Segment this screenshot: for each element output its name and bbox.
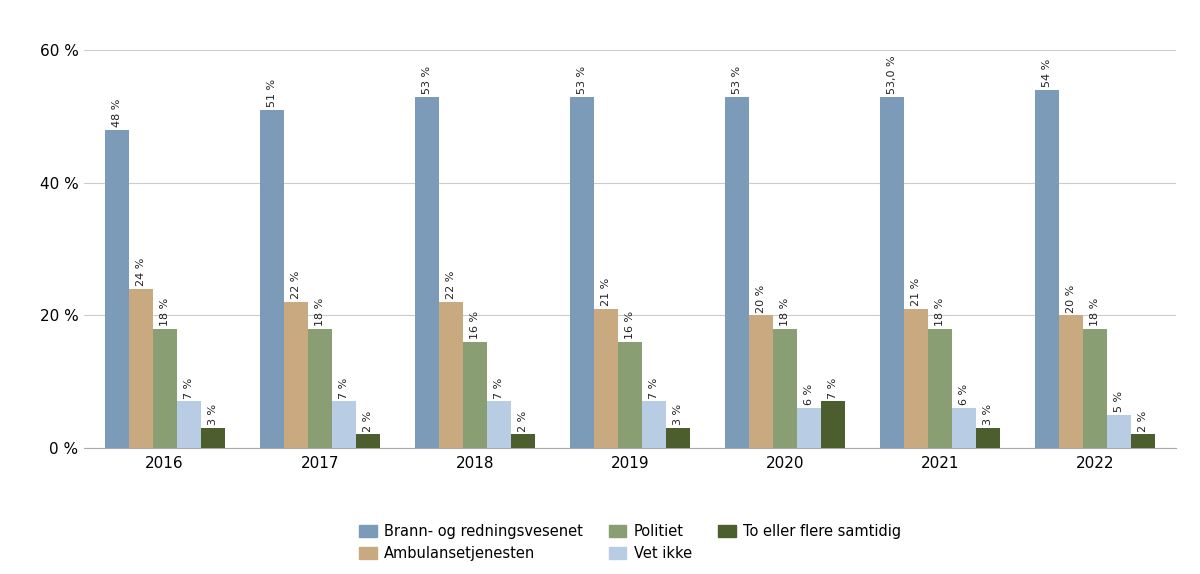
Bar xyxy=(128,289,152,448)
Text: 54 %: 54 % xyxy=(1043,59,1052,87)
Bar xyxy=(594,309,618,448)
Text: 53,0 %: 53,0 % xyxy=(887,56,898,94)
Text: 24 %: 24 % xyxy=(136,258,145,286)
Text: 18 %: 18 % xyxy=(314,297,325,326)
Text: 53 %: 53 % xyxy=(422,66,432,94)
Bar xyxy=(642,401,666,448)
Bar xyxy=(797,408,821,448)
Text: 21 %: 21 % xyxy=(911,278,922,306)
Bar xyxy=(1108,414,1132,448)
Text: 18 %: 18 % xyxy=(935,297,946,326)
Legend: Brann- og redningsvesenet, Ambulansetjenesten, Politiet, Vet ikke, To eller fler: Brann- og redningsvesenet, Ambulansetjen… xyxy=(359,523,901,561)
Bar xyxy=(152,328,176,448)
Text: 18 %: 18 % xyxy=(1091,297,1100,326)
Text: 21 %: 21 % xyxy=(601,278,611,306)
Bar xyxy=(259,110,283,448)
Text: 2 %: 2 % xyxy=(518,410,528,432)
Bar xyxy=(904,309,929,448)
Text: 51 %: 51 % xyxy=(266,79,277,107)
Text: 53 %: 53 % xyxy=(732,66,742,94)
Text: 7 %: 7 % xyxy=(828,378,838,399)
Text: 20 %: 20 % xyxy=(756,284,766,313)
Bar xyxy=(953,408,977,448)
Text: 18 %: 18 % xyxy=(780,297,790,326)
Bar xyxy=(666,428,690,448)
Bar xyxy=(749,315,773,448)
Bar xyxy=(1060,315,1084,448)
Bar xyxy=(200,428,224,448)
Text: 53 %: 53 % xyxy=(577,66,587,94)
Bar xyxy=(1036,90,1060,448)
Text: 7 %: 7 % xyxy=(494,378,504,399)
Text: 18 %: 18 % xyxy=(160,297,169,326)
Text: 6 %: 6 % xyxy=(804,384,814,405)
Text: 2 %: 2 % xyxy=(1139,410,1148,432)
Bar xyxy=(725,96,749,448)
Bar xyxy=(511,435,535,448)
Bar xyxy=(331,401,356,448)
Text: 6 %: 6 % xyxy=(959,384,970,405)
Bar xyxy=(929,328,953,448)
Text: 22 %: 22 % xyxy=(446,271,456,300)
Text: 5 %: 5 % xyxy=(1115,391,1124,412)
Text: 48 %: 48 % xyxy=(112,99,121,127)
Text: 16 %: 16 % xyxy=(625,311,635,339)
Bar xyxy=(773,328,797,448)
Bar xyxy=(415,96,439,448)
Bar xyxy=(104,130,128,448)
Bar xyxy=(1132,435,1156,448)
Text: 7 %: 7 % xyxy=(338,378,349,399)
Bar xyxy=(570,96,594,448)
Bar xyxy=(618,342,642,448)
Bar xyxy=(439,302,463,448)
Text: 7 %: 7 % xyxy=(184,378,193,399)
Text: 2 %: 2 % xyxy=(362,410,373,432)
Text: 7 %: 7 % xyxy=(649,378,659,399)
Text: 3 %: 3 % xyxy=(208,404,217,425)
Bar xyxy=(176,401,200,448)
Bar xyxy=(821,401,845,448)
Text: 22 %: 22 % xyxy=(290,271,301,300)
Bar xyxy=(283,302,307,448)
Bar xyxy=(880,96,904,448)
Text: 3 %: 3 % xyxy=(673,404,683,425)
Bar xyxy=(487,401,511,448)
Text: 16 %: 16 % xyxy=(470,311,480,339)
Bar xyxy=(356,435,380,448)
Bar xyxy=(463,342,487,448)
Bar xyxy=(977,428,1001,448)
Bar xyxy=(307,328,331,448)
Bar xyxy=(1084,328,1108,448)
Text: 3 %: 3 % xyxy=(983,404,994,425)
Text: 20 %: 20 % xyxy=(1067,284,1076,313)
